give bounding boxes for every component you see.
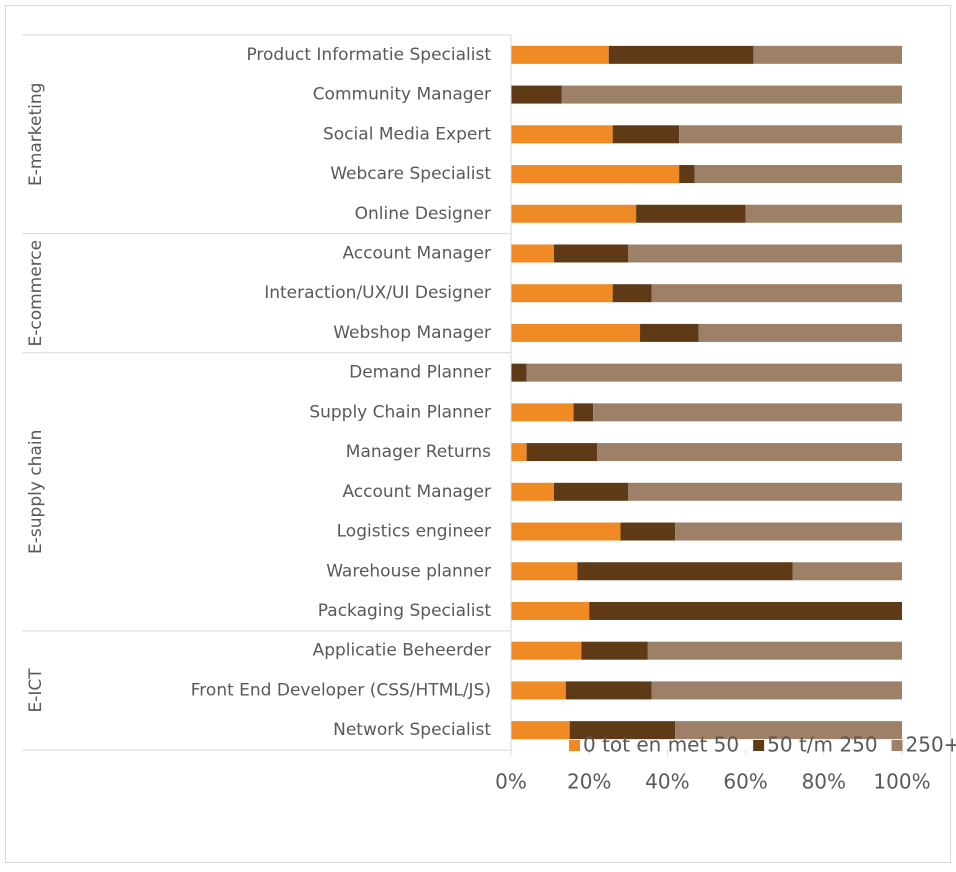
y-tick-label: Account Manager <box>342 482 491 502</box>
bar-segment <box>511 403 574 422</box>
bar-segment <box>647 641 902 660</box>
y-tick-label: Interaction/UX/UI Designer <box>264 283 491 303</box>
bar-segment <box>526 443 598 462</box>
bar-segment <box>640 323 699 342</box>
bar-segment <box>792 562 902 581</box>
bar-segment <box>651 284 902 303</box>
bar-segment <box>628 482 902 501</box>
bar-segment <box>753 45 902 64</box>
y-tick-label: Demand Planner <box>349 363 491 383</box>
bar-segment <box>511 562 578 581</box>
x-tick-label: 20% <box>567 770 611 794</box>
legend-swatch <box>891 740 903 751</box>
bar-segment <box>679 165 695 184</box>
bar-segment <box>651 681 902 700</box>
bar-segment <box>554 482 629 501</box>
y-tick-label: Network Specialist <box>333 720 491 740</box>
legend-label: 250+ <box>906 733 956 757</box>
y-tick-label: Webcare Specialist <box>330 164 491 184</box>
y-tick-label: Manager Returns <box>346 442 491 462</box>
x-tick-label: 40% <box>645 770 689 794</box>
y-tick-label: Online Designer <box>355 204 491 224</box>
bar-segment <box>561 85 902 104</box>
bar-segment <box>577 562 793 581</box>
bar-segment <box>511 204 637 223</box>
bar-segment <box>675 522 902 541</box>
y-tick-label: Logistics engineer <box>337 522 491 542</box>
bar-segment <box>511 721 570 740</box>
x-tick-label: 0% <box>495 770 527 794</box>
bar-segment <box>554 244 629 263</box>
y-tick-label: Account Manager <box>342 243 491 263</box>
bar-segment <box>511 363 527 382</box>
bar-segment <box>511 165 680 184</box>
y-tick-label: Community Manager <box>313 85 491 105</box>
y-tick-label: Supply Chain Planner <box>309 402 491 422</box>
bar-segment <box>526 363 902 382</box>
bar-segment <box>636 204 746 223</box>
y-tick-label: Product Informatie Specialist <box>246 45 491 65</box>
y-tick-label: Applicatie Beheerder <box>313 641 491 661</box>
bar-segment <box>573 403 594 422</box>
legend-swatch <box>569 740 580 751</box>
bar-segment <box>675 721 902 740</box>
y-tick-label: Social Media Expert <box>323 124 491 144</box>
bar-segment <box>511 244 555 263</box>
y-tick-label: Webshop Manager <box>333 323 491 343</box>
legend-swatch <box>753 740 765 751</box>
bar-segment <box>569 721 676 740</box>
bar-segment <box>612 284 652 303</box>
bar-segment <box>511 482 555 501</box>
bar-segment <box>511 681 566 700</box>
legend-label: 50 t/m 250 <box>767 733 877 757</box>
bar-segment <box>745 204 902 223</box>
group-label: E-commerce <box>26 240 46 347</box>
bar-segment <box>698 323 902 342</box>
bar-segment <box>628 244 902 263</box>
bar-segment <box>597 443 902 462</box>
group-label: E-marketing <box>26 83 46 187</box>
bar-segment <box>511 323 641 342</box>
bar-segment <box>679 125 902 144</box>
bar-segment <box>511 601 590 620</box>
x-tick-label: 80% <box>802 770 846 794</box>
bar-segment <box>511 284 613 303</box>
bar-segment <box>612 125 680 144</box>
bar-segment <box>511 125 613 144</box>
bar-segment <box>511 443 527 462</box>
y-tick-label: Front End Developer (CSS/HTML/JS) <box>191 680 491 700</box>
y-tick-label: Packaging Specialist <box>318 601 492 621</box>
y-tick-label: Warehouse planner <box>326 561 491 581</box>
bar-segment <box>511 45 609 64</box>
bar-segment <box>511 522 621 541</box>
bar-segment <box>589 601 902 620</box>
bar-segment <box>511 641 582 660</box>
bar-segment <box>581 641 648 660</box>
bar-segment <box>511 85 562 104</box>
x-tick-label: 60% <box>723 770 767 794</box>
bar-segment <box>694 165 902 184</box>
x-tick-label: 100% <box>873 770 930 794</box>
legend-label: 0 tot en met 50 <box>583 733 739 757</box>
chart-frame <box>5 5 951 863</box>
bar-segment <box>565 681 652 700</box>
bar-segment <box>608 45 754 64</box>
group-label: E-ICT <box>26 668 46 713</box>
group-label: E-supply chain <box>26 430 46 554</box>
bar-segment <box>593 403 902 422</box>
bar-segment <box>620 522 676 541</box>
